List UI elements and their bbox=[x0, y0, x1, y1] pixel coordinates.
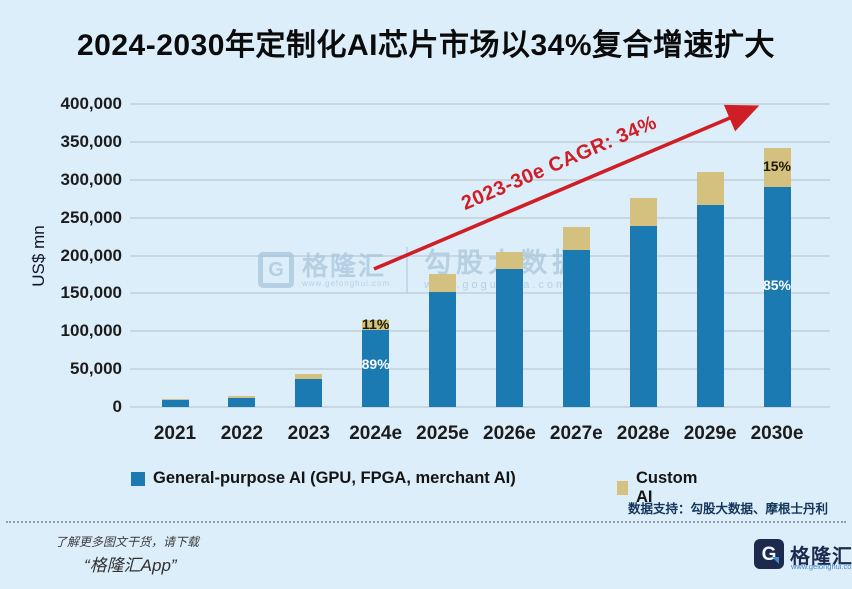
chart-legend: General-purpose AI (GPU, FPGA, merchant … bbox=[131, 469, 697, 506]
y-tick-label: 350,000 bbox=[60, 131, 122, 151]
legend-item-custom-ai: Custom AI bbox=[617, 469, 700, 507]
legend-swatch-tan bbox=[617, 481, 629, 495]
y-tick-label: 50,000 bbox=[70, 359, 122, 379]
bar-2030e-custom-ai bbox=[763, 147, 791, 187]
bar-2028e-custom-ai bbox=[629, 197, 657, 226]
x-tick-label-2029e: 2029e bbox=[683, 423, 737, 444]
footer-promo-line2: “格隆汇App” bbox=[84, 556, 177, 575]
x-tick-label-2023: 2023 bbox=[287, 423, 330, 444]
footer-promo-line1: 了解更多图文干货，请下载 bbox=[55, 535, 200, 549]
y-tick-label: 400,000 bbox=[60, 94, 122, 113]
watermark-brand-text: 格隆汇 bbox=[302, 251, 387, 281]
bar-2023-custom-ai bbox=[295, 373, 323, 379]
watermark-brand-url: www.gelonghui.com bbox=[302, 279, 391, 288]
bar-2030e-general-share-label: 85% bbox=[762, 276, 792, 293]
bar-2030e-general-purpose bbox=[763, 186, 791, 407]
bar-2029e-custom-ai bbox=[696, 172, 724, 205]
x-tick-label-2022: 2022 bbox=[220, 423, 264, 444]
chart-title: 2024-2030年定制化AI芯片市场以34%复合增速扩大 bbox=[76, 29, 775, 62]
y-tick-label: 300,000 bbox=[60, 169, 122, 189]
gelonghui-g-icon: G bbox=[258, 252, 294, 288]
bar-2024e-custom-ai bbox=[362, 319, 390, 330]
legend-swatch-blue bbox=[131, 471, 145, 486]
bar-2030e-custom-share-label: 15% bbox=[762, 158, 792, 175]
watermark-gogudata-url: www.gogudata.com bbox=[424, 279, 584, 291]
y-tick-label: 150,000 bbox=[60, 283, 122, 303]
legend-item-general-purpose: General-purpose AI (GPU, FPGA, merchant … bbox=[131, 469, 516, 488]
bar-2025e-custom-ai bbox=[429, 274, 457, 292]
gridline bbox=[130, 140, 830, 143]
bar-2025e-general-purpose bbox=[429, 291, 457, 407]
watermark-gelonghui-logo: G 格隆汇 www.gelonghui.com bbox=[258, 252, 390, 288]
gridline bbox=[130, 216, 830, 219]
logo-accent-triangle bbox=[772, 557, 779, 564]
bar-2021-general-purpose bbox=[161, 400, 189, 407]
bar-2022-general-purpose bbox=[228, 397, 256, 407]
x-tick-label-2030e: 2030e bbox=[750, 423, 804, 444]
gelonghui-logo-icon: G bbox=[754, 539, 784, 569]
gridline bbox=[130, 254, 830, 257]
bar-2024e-general-share-label: 89% bbox=[361, 355, 390, 372]
bar-2026e-general-purpose bbox=[495, 269, 523, 407]
gridline bbox=[130, 178, 830, 181]
x-tick-label-2024e: 2024e bbox=[349, 423, 403, 444]
y-tick-label: 0 bbox=[112, 397, 122, 416]
y-tick-label: 250,000 bbox=[60, 207, 122, 227]
x-tick-label-2025e: 2025e bbox=[416, 423, 469, 444]
bar-2023-general-purpose bbox=[295, 378, 323, 407]
legend-label-general-purpose: General-purpose AI (GPU, FPGA, merchant … bbox=[153, 469, 516, 487]
gridline bbox=[130, 103, 830, 105]
gelonghui-brand-name: 格隆汇 bbox=[790, 546, 852, 568]
x-tick-label-2021: 2021 bbox=[153, 423, 197, 444]
bar-2027e-general-purpose bbox=[562, 250, 590, 407]
gridline bbox=[130, 406, 830, 408]
y-tick-label: 100,000 bbox=[60, 321, 122, 341]
watermark-divider bbox=[406, 247, 409, 293]
bar-2027e-custom-ai bbox=[562, 226, 590, 251]
y-tick-label: 200,000 bbox=[60, 245, 122, 265]
gridline bbox=[130, 330, 830, 333]
gelonghui-brand-url: www.gelonghui.com bbox=[791, 562, 852, 571]
bar-2029e-general-purpose bbox=[696, 204, 724, 407]
gridline bbox=[130, 292, 830, 295]
footer-separator bbox=[6, 521, 846, 523]
x-tick-label-2026e: 2026e bbox=[483, 423, 536, 444]
data-support-credit: 数据支持：勾股大数据、摩根士丹利 bbox=[627, 502, 828, 516]
gridline bbox=[130, 368, 830, 371]
bar-2024e-general-purpose bbox=[362, 329, 390, 407]
legend-label-custom-ai: Custom AI bbox=[636, 469, 698, 506]
bar-2021-custom-ai bbox=[161, 399, 189, 401]
bar-2022-custom-ai bbox=[228, 396, 256, 398]
bar-2026e-custom-ai bbox=[495, 251, 523, 270]
x-tick-label-2027e: 2027e bbox=[549, 423, 603, 444]
x-tick-label-2028e: 2028e bbox=[616, 423, 670, 444]
bar-2024e-custom-share-label: 11% bbox=[362, 315, 390, 332]
bar-2028e-general-purpose bbox=[629, 225, 657, 407]
watermark: G 格隆汇 www.gelonghui.com 勾股大数据 www.goguda… bbox=[258, 247, 584, 293]
